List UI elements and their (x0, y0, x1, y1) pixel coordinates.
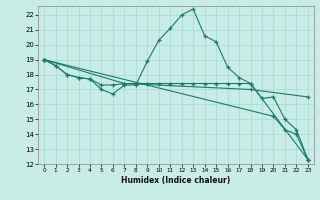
X-axis label: Humidex (Indice chaleur): Humidex (Indice chaleur) (121, 176, 231, 185)
